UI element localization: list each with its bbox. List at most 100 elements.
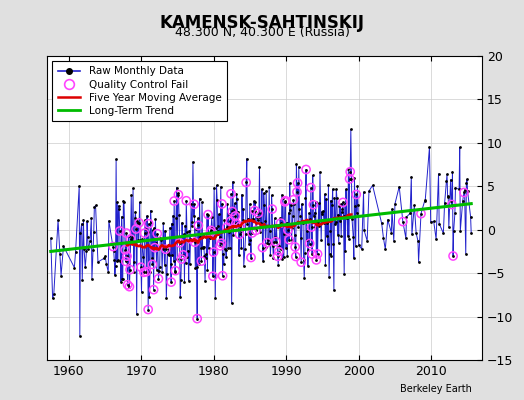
- Point: [94, 259, 102, 265]
- Point: [206, 229, 215, 236]
- Point: [278, 192, 286, 198]
- Point: [227, 190, 235, 197]
- Point: [272, 222, 281, 228]
- Point: [353, 210, 361, 216]
- Point: [114, 202, 123, 209]
- Point: [289, 196, 298, 203]
- Point: [406, 210, 414, 217]
- Point: [141, 225, 150, 232]
- Point: [82, 248, 91, 254]
- Point: [198, 199, 206, 205]
- Point: [174, 192, 183, 198]
- Point: [204, 245, 213, 251]
- Point: [246, 237, 255, 243]
- Point: [130, 215, 139, 222]
- Point: [333, 232, 342, 238]
- Point: [443, 171, 451, 177]
- Point: [210, 184, 219, 191]
- Point: [173, 256, 181, 262]
- Point: [111, 272, 119, 278]
- Point: [125, 284, 134, 290]
- Point: [91, 202, 100, 209]
- Point: [170, 198, 178, 204]
- Point: [149, 286, 158, 293]
- Text: 48.300 N, 40.300 E (Russia): 48.300 N, 40.300 E (Russia): [174, 26, 350, 39]
- Point: [252, 227, 260, 234]
- Point: [139, 253, 148, 260]
- Point: [266, 252, 275, 258]
- Point: [182, 198, 191, 204]
- Point: [192, 226, 200, 232]
- Point: [216, 242, 224, 249]
- Point: [145, 294, 154, 300]
- Point: [301, 250, 309, 257]
- Point: [216, 242, 224, 249]
- Point: [126, 266, 134, 273]
- Point: [75, 332, 84, 339]
- Point: [215, 211, 223, 218]
- Point: [227, 190, 235, 197]
- Point: [162, 295, 170, 301]
- Point: [302, 166, 310, 173]
- Point: [126, 236, 135, 242]
- Point: [293, 189, 301, 195]
- Point: [90, 229, 98, 236]
- Point: [220, 261, 228, 267]
- Point: [187, 236, 195, 242]
- Point: [176, 240, 184, 246]
- Point: [287, 202, 295, 208]
- Point: [463, 176, 471, 182]
- Point: [349, 234, 357, 240]
- Point: [59, 243, 68, 249]
- Point: [274, 253, 282, 260]
- Point: [111, 263, 119, 269]
- Point: [206, 235, 214, 242]
- Point: [298, 218, 307, 224]
- Point: [109, 243, 117, 250]
- Point: [336, 201, 345, 208]
- Point: [177, 277, 185, 284]
- Point: [159, 220, 168, 226]
- Point: [83, 234, 92, 240]
- Point: [231, 213, 239, 219]
- Point: [255, 214, 263, 220]
- Point: [410, 202, 419, 208]
- Point: [281, 198, 290, 204]
- Point: [308, 251, 316, 257]
- Point: [259, 258, 267, 264]
- Point: [274, 262, 282, 268]
- Point: [350, 175, 358, 181]
- Point: [189, 213, 198, 219]
- Point: [171, 268, 179, 275]
- Point: [195, 196, 204, 202]
- Point: [326, 228, 334, 234]
- Point: [174, 192, 183, 198]
- Point: [197, 258, 205, 264]
- Point: [138, 236, 146, 242]
- Point: [209, 273, 217, 280]
- Point: [340, 271, 348, 278]
- Point: [148, 261, 157, 268]
- Point: [251, 199, 259, 206]
- Point: [152, 240, 160, 246]
- Point: [137, 264, 145, 270]
- Point: [180, 231, 188, 237]
- Point: [153, 230, 161, 237]
- Point: [350, 254, 358, 261]
- Point: [191, 265, 200, 272]
- Point: [277, 220, 285, 226]
- Point: [248, 230, 256, 236]
- Point: [231, 213, 239, 219]
- Point: [379, 235, 388, 242]
- Point: [193, 215, 202, 222]
- Point: [460, 189, 468, 196]
- Point: [141, 217, 149, 224]
- Point: [291, 253, 300, 260]
- Point: [282, 245, 290, 252]
- Point: [81, 264, 90, 271]
- Point: [347, 126, 355, 132]
- Point: [258, 244, 267, 251]
- Point: [460, 189, 468, 196]
- Point: [222, 246, 230, 253]
- Point: [140, 269, 148, 276]
